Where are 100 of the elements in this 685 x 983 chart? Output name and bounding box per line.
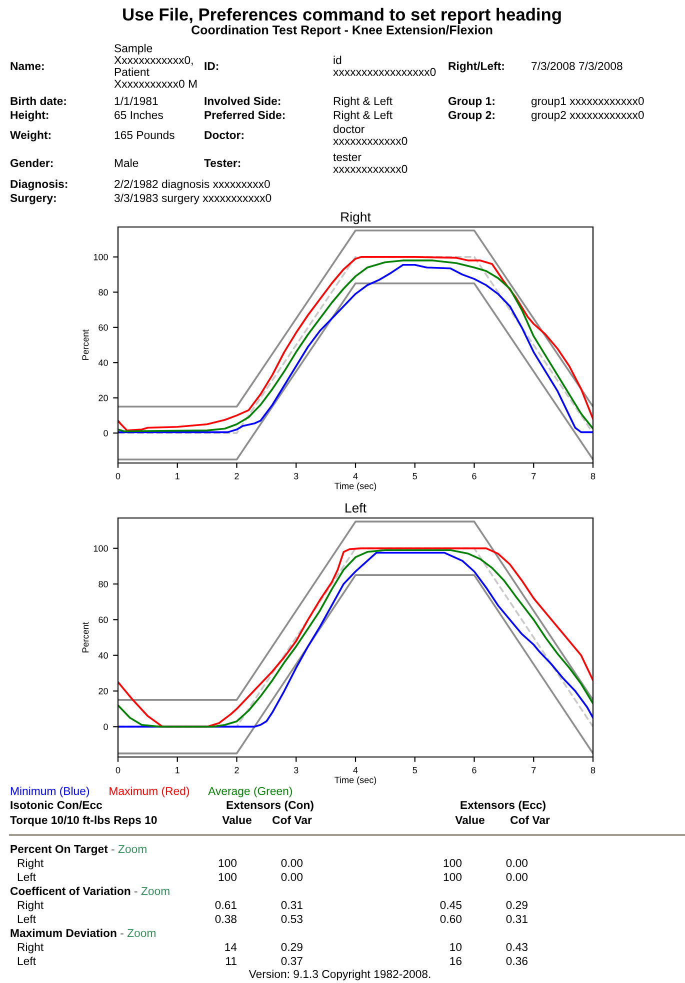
text: Isotonic Con/Ecc <box>10 800 102 810</box>
text: Right & Left <box>334 110 392 122</box>
text: 0.00 <box>506 858 528 868</box>
text: Weight: <box>10 130 50 142</box>
text: 0.43 <box>506 942 528 952</box>
text: Maximum Deviation <box>10 928 116 938</box>
x-tick-label: 8 <box>590 472 596 480</box>
x-tick-label: 0 <box>116 472 120 480</box>
text: Value <box>455 816 484 824</box>
text: Value <box>222 816 252 824</box>
text: Right & Left <box>334 96 392 108</box>
x-tick-label: 3 <box>294 472 298 480</box>
text: Tester: <box>204 159 240 168</box>
text: Group 1: <box>448 96 494 108</box>
text: - <box>134 891 138 892</box>
x-tick-label: 6 <box>472 472 476 480</box>
text: Coefficent of Variation <box>10 886 130 896</box>
text: Preferred Side: <box>204 110 285 120</box>
text: Use File, Preferences command to set report heading <box>123 8 561 24</box>
y-tick-label: 100 <box>94 254 108 260</box>
text: 11 <box>226 957 236 965</box>
text: 16 <box>450 956 462 966</box>
text: Zoom <box>141 887 170 896</box>
text: Extensors (Con) <box>226 800 314 812</box>
text: Zoom <box>118 845 146 854</box>
text: Average (Green) <box>208 786 292 798</box>
text: 65 Inches <box>114 110 163 120</box>
x-tick-label: 6 <box>472 766 476 774</box>
text: 100 <box>218 858 237 868</box>
x-tick-label: 0 <box>116 766 120 774</box>
y-axis-title: Percent <box>82 622 89 652</box>
text: Maximum (Red) <box>110 786 190 798</box>
text: Involved Side: <box>204 96 280 106</box>
x-axis-title: Time (sec) <box>334 482 376 491</box>
text: id xxxxxxxxxxxxxxxxx0 <box>333 56 436 76</box>
x-tick-label: 3 <box>294 766 298 774</box>
text: 2/2/1982 diagnosis xxxxxxxxx0 <box>114 180 270 190</box>
text: Minimum (Blue) <box>10 786 90 798</box>
text: Cof Var <box>272 816 312 824</box>
text: Male <box>114 158 138 168</box>
text: tester xxxxxxxxxxxx0 <box>333 154 408 173</box>
y-tick-label: 0 <box>104 724 108 730</box>
text: Height: <box>10 110 48 122</box>
text: - <box>120 933 124 934</box>
text: 0.45 <box>440 900 462 910</box>
text: Birth date: <box>10 96 66 106</box>
text: Diagnosis: <box>10 180 68 190</box>
text: 165 Pounds <box>114 130 174 140</box>
text: 0.29 <box>281 942 302 952</box>
text: Right <box>18 942 44 954</box>
x-tick-label: 1 <box>176 767 180 774</box>
y-tick-label: 60 <box>98 324 108 331</box>
x-tick-label: 4 <box>353 473 358 480</box>
x-tick-label: 4 <box>353 767 358 774</box>
text: group1 xxxxxxxxxxxx0 <box>531 96 644 108</box>
y-tick-label: 40 <box>98 360 108 366</box>
text: Group 2: <box>448 110 494 122</box>
text: Gender: <box>10 158 53 168</box>
text: 14 <box>225 943 237 951</box>
text: Left <box>18 914 36 924</box>
text: Right <box>18 858 44 870</box>
text: 0.29 <box>506 900 528 910</box>
text: 0.31 <box>281 900 302 910</box>
x-axis-title: Time (sec) <box>334 776 376 785</box>
y-tick-label: 20 <box>98 394 108 402</box>
text: 0.00 <box>281 858 303 868</box>
text: 100 <box>444 872 462 882</box>
text: 7/3/2008 7/3/2008 <box>532 62 622 70</box>
chart-title: Left <box>346 502 366 513</box>
text: 0.31 <box>506 914 528 924</box>
text: Version: 9.1.3 Copyright 1982-2008. <box>248 970 430 980</box>
text: Zoom <box>127 929 156 938</box>
text: Torque 10/10 ft-lbs Reps 10 <box>10 816 157 826</box>
text: Coordination Test Report - Knee Extension/Flexion <box>192 25 492 37</box>
x-tick-label: 7 <box>532 473 536 480</box>
y-axis-title: Percent <box>82 330 89 360</box>
x-tick-label: 5 <box>412 473 418 480</box>
text: 0.36 <box>506 956 528 966</box>
chart-title: Right <box>341 212 371 224</box>
x-tick-label: 1 <box>176 473 180 480</box>
text: ID: <box>204 62 218 70</box>
y-tick-label: 100 <box>94 545 108 552</box>
text: Right <box>18 900 44 912</box>
y-tick-label: 80 <box>98 580 108 588</box>
text: Left <box>18 956 36 966</box>
text: 0.38 <box>215 914 237 924</box>
x-tick-label: 2 <box>234 766 239 774</box>
text: 3/3/1983 surgery xxxxxxxxxxx0 <box>114 194 272 204</box>
text: group2 xxxxxxxxxxxx0 <box>531 110 644 122</box>
text: 0.00 <box>506 872 528 882</box>
text: Left <box>18 872 36 882</box>
text: 0.60 <box>440 914 462 924</box>
x-tick-label: 8 <box>590 766 596 774</box>
text: 0.61 <box>215 900 236 910</box>
x-tick-label: 7 <box>532 767 536 774</box>
y-tick-label: 20 <box>98 688 108 694</box>
text: Surgery: <box>10 194 56 204</box>
text: Cof Var <box>510 816 550 824</box>
text: 0.00 <box>281 872 303 882</box>
x-tick-label: 5 <box>412 767 418 774</box>
